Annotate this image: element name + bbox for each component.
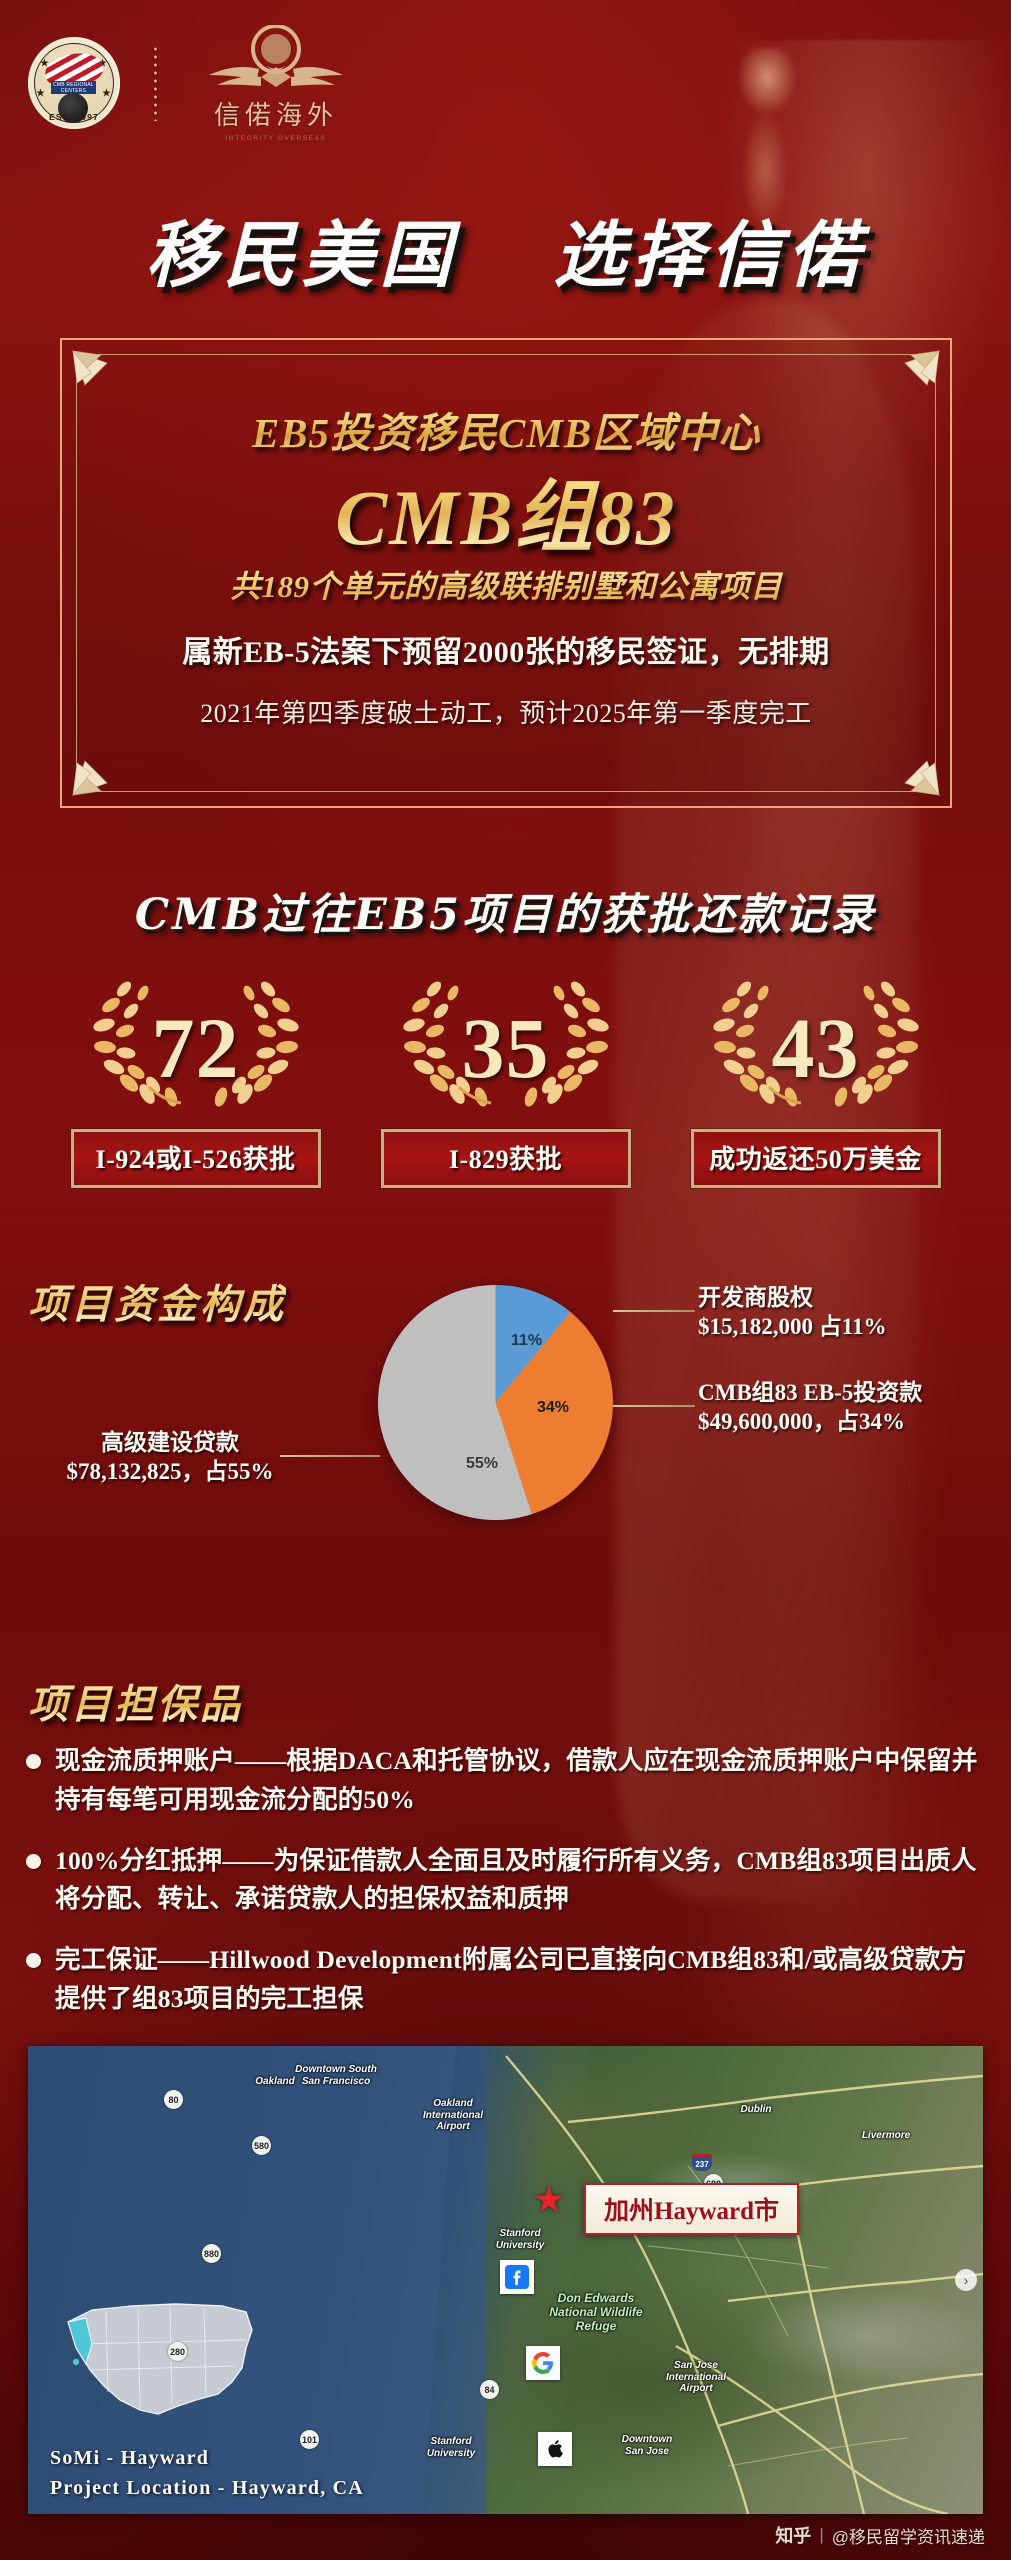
stat-badge: 成功返还50万美金 — [690, 1129, 941, 1188]
est-year-label: EST. 1997 — [48, 112, 100, 122]
stat-number: 35 — [461, 1000, 550, 1096]
capital-section-title: 项目资金构成 — [28, 1272, 286, 1330]
headline-left: 移民美国 — [145, 212, 458, 297]
highway-shield-101: 101 — [300, 2430, 319, 2449]
winged-handshake-globe-icon — [201, 24, 351, 97]
agency-logo: 信偌海外 INTEGRITY OVERSEAS — [201, 24, 351, 142]
header-divider — [154, 45, 157, 121]
watermark-author: @移民留学资讯速递 — [831, 2527, 985, 2547]
record-section-title: CMB过往EB5项目的获批还款记录 — [134, 890, 877, 940]
map-poi-dublin: Dublin — [740, 2104, 772, 2115]
pacific-ocean-water — [28, 2046, 487, 2514]
hero-subtitle: EB5投资移民CMB区域中心 — [77, 399, 935, 459]
stat-card: 35 I-829获批 — [380, 965, 631, 1188]
list-item: 100%分红抵押——为保证借款人全面且及时履行所有义务，CMB组83项目出质人将… — [26, 1842, 981, 1920]
apple-logo-icon — [538, 2432, 572, 2466]
laurel-wreath-icon: 43 — [691, 965, 941, 1125]
cmb-ribbon-label: CMB REGIONAL CENTERS — [51, 81, 96, 94]
facebook-logo-icon — [500, 2260, 534, 2294]
pie-slices — [378, 1285, 613, 1520]
highway-shield-880: 880 — [202, 2244, 221, 2263]
highway-shield-237: 237 — [692, 2154, 712, 2171]
callout-leader-line — [613, 1405, 695, 1407]
map-poi-don-edwards-refuge: Don Edwards National Wildlife Refuge — [549, 2291, 643, 2333]
map-poi-san-jose-airport: San Jose International Airport — [665, 2360, 726, 2394]
google-logo-icon — [526, 2346, 560, 2380]
zhihu-logo: 知乎 — [775, 2526, 812, 2546]
watermark: 知乎 | @移民留学资讯速递 — [775, 2522, 985, 2548]
map-project-location: Project Location - Hayward, CA — [50, 2477, 364, 2499]
developer-equity-value: $15,182,000 占11% — [698, 1314, 887, 1340]
stat-card: 43 成功返还50万美金 — [690, 965, 941, 1188]
main-headline: 移民美国 选择信偌 — [0, 196, 1011, 301]
globe-icon — [58, 93, 88, 123]
corner-ornament-icon — [877, 733, 941, 797]
approval-stats-row: 72 I-924或I-526获批 — [0, 965, 1011, 1188]
map-poi-stanford-university: Stanford University — [426, 2436, 476, 2459]
hero-project-description: 共189个单元的高级联排别墅和公寓项目 — [77, 561, 935, 606]
eb5-investment-callout: CMB组83 EB-5投资款 $49,600,000，占34% — [698, 1378, 922, 1437]
hero-inner-frame: EB5投资移民CMB区域中心 CMB组83 共189个单元的高级联排别墅和公寓项… — [72, 349, 940, 797]
headline-right: 选择信偌 — [553, 212, 866, 297]
capital-pie-chart: 11% 34% 55% — [378, 1285, 613, 1520]
developer-equity-name: 开发商股权 — [698, 1285, 813, 1310]
agency-brand-cn: 信偌海外 — [213, 100, 338, 130]
highway-shield-580: 580 — [252, 2136, 271, 2155]
map-poi-livermore: Livermore — [861, 2130, 911, 2141]
pie-data-label: 34% — [537, 1399, 570, 1416]
developer-equity-callout: 开发商股权 $15,182,000 占11% — [698, 1283, 886, 1342]
map-project-name: SoMi - Hayward — [50, 2447, 210, 2469]
hero-panel: EB5投资移民CMB区域中心 CMB组83 共189个单元的高级联排别墅和公寓项… — [60, 338, 952, 808]
eb5-investment-value: $49,600,000，占34% — [698, 1409, 905, 1435]
us-inset-map — [67, 2303, 253, 2415]
list-item-text: 100%分红抵押——为保证借款人全面且及时履行所有义务，CMB组83项目出质人将… — [55, 1845, 977, 1914]
stat-card: 72 I-924或I-526获批 — [70, 965, 321, 1188]
laurel-wreath-icon: 72 — [71, 965, 321, 1125]
hero-visa-note: 属新EB-5法案下预留2000张的移民签证，无排期 — [182, 636, 830, 669]
senior-loan-value: $78,132,825，占55% — [66, 1459, 274, 1485]
header-logos: ★ ★ ★ ★ CMB REGIONAL CENTERS EST. 1997 — [0, 18, 1011, 148]
map-poi-stanford-university: Stanford University — [495, 2228, 545, 2251]
hero-project-title: CMB组83 — [77, 455, 935, 567]
city-tag: 加州Hayward市 — [584, 2183, 800, 2235]
highway-shield-84: 84 — [480, 2380, 499, 2399]
highway-shield-80: 80 — [164, 2090, 183, 2109]
eb5-investment-name: CMB组83 EB-5投资款 — [698, 1380, 923, 1405]
callout-leader-line — [280, 1455, 380, 1457]
pie-data-label: 55% — [466, 1455, 499, 1472]
bullet-dot-icon — [26, 1754, 41, 1769]
pie-data-label: 11% — [511, 1332, 543, 1349]
senior-loan-name: 高级建设贷款 — [101, 1430, 239, 1455]
highway-shield-280: 280 — [168, 2342, 187, 2361]
map-poi-oakland-airport: Oakland International Airport — [422, 2098, 483, 2132]
project-location-map[interactable]: Downtown South San Francisco Oakland Inter… — [28, 2046, 983, 2514]
stat-badge: I-924或I-526获批 — [70, 1129, 321, 1188]
bullet-dot-icon — [26, 1853, 41, 1869]
hero-timeline-note: 2021年第四季度破土动工，预计2025年第一季度完工 — [200, 699, 812, 728]
list-item-text: 现金流质押账户——根据DACA和托管协议，借款人应在现金流质押账户中保留并持有每… — [55, 1746, 978, 1814]
list-item: 现金流质押账户——根据DACA和托管协议，借款人应在现金流质押账户中保留并持有每… — [26, 1742, 981, 1820]
project-location-star-icon: ★ — [534, 2184, 564, 2217]
map-next-arrow-icon[interactable]: › — [955, 2269, 977, 2291]
map-poi-downtown-san-jose: Downtown San Jose — [621, 2434, 673, 2457]
watermark-separator: | — [819, 2525, 824, 2544]
stat-number: 43 — [771, 1000, 860, 1096]
callout-leader-line — [613, 1310, 695, 1312]
corner-ornament-icon — [71, 733, 135, 797]
collateral-list: 现金流质押账户——根据DACA和托管协议，借款人应在现金流质押账户中保留并持有每… — [26, 1742, 981, 2041]
cmb-regional-centers-logo: ★ ★ ★ ★ CMB REGIONAL CENTERS EST. 1997 — [28, 37, 120, 129]
list-item: 完工保证——Hillwood Development附属公司已直接向CMB组83… — [26, 1941, 981, 2019]
map-poi-downtown-south-san-francisco: Downtown South San Francisco — [295, 2064, 377, 2087]
list-item-text: 完工保证——Hillwood Development附属公司已直接向CMB组83… — [55, 1945, 967, 2013]
laurel-wreath-icon: 35 — [381, 965, 631, 1125]
collateral-section-title: 项目担保品 — [28, 1672, 243, 1730]
agency-brand-en: INTEGRITY OVERSEAS — [225, 134, 327, 142]
bullet-dot-icon — [26, 1953, 41, 1968]
stat-number: 72 — [151, 1000, 240, 1096]
map-poi-oakland: Oakland — [255, 2076, 295, 2087]
senior-loan-callout: 高级建设贷款 $78,132,825，占55% — [60, 1428, 280, 1487]
stat-badge: I-829获批 — [380, 1129, 631, 1188]
